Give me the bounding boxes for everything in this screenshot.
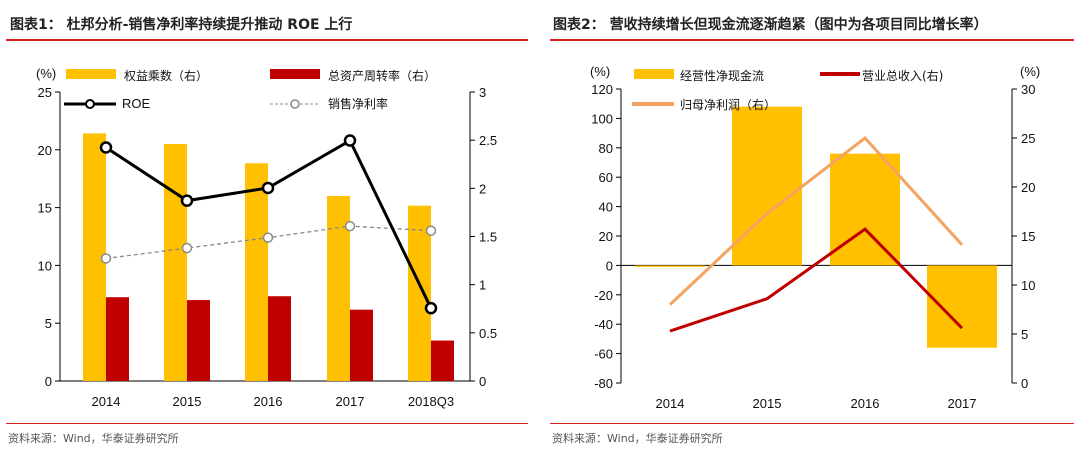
bar-equity-multiplier	[327, 196, 350, 381]
left-tick-label: -40	[594, 317, 613, 332]
bar-operating-cashflow	[635, 265, 705, 267]
point-net-margin	[181, 242, 193, 254]
right-tick-label: 10	[1021, 278, 1035, 293]
bar-asset-turnover	[431, 340, 454, 381]
legend-label-equity: 权益乘数（右）	[124, 68, 208, 83]
chart1-source: 资料来源：Wind，华泰证券研究所	[8, 432, 179, 445]
point-roe	[343, 134, 357, 147]
x-tick-label: 2016	[851, 396, 880, 411]
left-tick-label: 0	[606, 258, 613, 273]
legend-swatch-equity	[66, 69, 116, 79]
x-tick-label: 2017	[336, 394, 365, 409]
bar-asset-turnover	[106, 297, 129, 381]
legend-label-net-margin: 销售净利率	[328, 96, 388, 111]
point-roe	[99, 141, 113, 154]
left-tick-label: 0	[45, 374, 52, 389]
x-tick-label: 2015	[753, 396, 782, 411]
left-tick-label: -20	[594, 288, 613, 303]
point-net-margin	[100, 253, 112, 264]
left-tick-label: 40	[599, 200, 613, 215]
legend-label-cashflow: 经营性净现金流	[680, 68, 764, 83]
chart1-bottom-rule	[6, 423, 528, 424]
left-tick-label: 20	[38, 143, 52, 158]
chart2-title: 图表2： 营收持续增长但现金流逐渐趋紧（图中为各项目同比增长率）	[553, 17, 988, 33]
right-tick-label: 1.5	[479, 230, 497, 245]
right-tick-label: 20	[1021, 180, 1035, 195]
bar-asset-turnover	[268, 296, 291, 381]
bar-operating-cashflow	[732, 106, 802, 266]
line-net-profit	[668, 135, 964, 306]
bar-operating-cashflow	[927, 265, 997, 348]
x-tick-label: 2014	[656, 396, 685, 411]
right-tick-label: 1	[479, 278, 486, 293]
legend-marker-net-margin	[290, 99, 300, 109]
left-tick-label: 60	[599, 170, 613, 185]
left-tick-label: 80	[599, 141, 613, 156]
left-tick-label: -80	[594, 376, 613, 391]
left-tick-label: 120	[591, 82, 613, 97]
right-tick-label: 15	[1021, 229, 1035, 244]
chart1-title-rule	[6, 39, 528, 41]
legend-swatch-cashflow	[634, 69, 674, 79]
bar-asset-turnover	[187, 300, 210, 381]
chart2-bottom-rule	[550, 423, 1074, 424]
right-tick-label: 2.5	[479, 133, 497, 148]
right-tick-label: 3	[479, 85, 486, 100]
left-tick-label: 100	[591, 111, 613, 126]
bar-equity-multiplier	[83, 133, 106, 381]
x-tick-label: 2014	[92, 394, 121, 409]
x-tick-label: 2015	[173, 394, 202, 409]
x-tick-label: 2018Q3	[408, 394, 454, 409]
point-net-margin	[425, 225, 437, 236]
x-tick-label: 2016	[254, 394, 283, 409]
left-tick-label: -60	[594, 347, 613, 362]
right-tick-label: 25	[1021, 131, 1035, 146]
point-roe	[180, 194, 194, 207]
point-net-margin	[262, 232, 274, 243]
left-tick-label: 20	[599, 229, 613, 244]
bar-operating-cashflow	[830, 153, 900, 266]
legend-label-roe: ROE	[122, 96, 151, 111]
bar-equity-multiplier	[408, 205, 431, 381]
line-revenue	[669, 227, 964, 333]
x-tick-label: 2017	[948, 396, 977, 411]
legend-swatch-turnover	[270, 69, 320, 79]
bar-asset-turnover	[350, 309, 373, 381]
legend-label-revenue: 营业总收入(右)	[862, 68, 943, 83]
left-tick-label: 25	[38, 85, 52, 100]
right-unit-label: (%)	[1020, 64, 1040, 79]
bar-equity-multiplier	[245, 163, 268, 381]
right-tick-label: 0	[479, 374, 486, 389]
point-net-margin	[344, 220, 356, 232]
left-tick-label: 10	[38, 258, 52, 273]
point-roe	[261, 181, 275, 195]
bar-equity-multiplier	[164, 144, 187, 381]
right-tick-label: 30	[1021, 82, 1035, 97]
left-tick-label: 5	[45, 316, 52, 331]
right-tick-label: 5	[1021, 327, 1028, 342]
chart2-source: 资料来源：Wind，华泰证券研究所	[552, 432, 723, 445]
legend-label-net-profit: 归母净利润（右）	[680, 97, 776, 112]
right-tick-label: 2	[479, 181, 486, 196]
left-tick-label: 15	[38, 201, 52, 216]
point-roe	[424, 301, 438, 315]
left-unit-label: (%)	[36, 66, 56, 81]
legend-marker-roe	[85, 99, 95, 109]
legend-label-turnover: 总资产周转率（右）	[328, 68, 436, 83]
chart2-title-rule	[550, 39, 1074, 41]
left-unit-label: (%)	[590, 64, 610, 79]
line-roe	[105, 138, 433, 309]
chart1-title: 图表1： 杜邦分析-销售净利率持续提升推动 ROE 上行	[10, 17, 353, 33]
right-tick-label: 0	[1021, 376, 1028, 391]
right-tick-label: 0.5	[479, 326, 497, 341]
